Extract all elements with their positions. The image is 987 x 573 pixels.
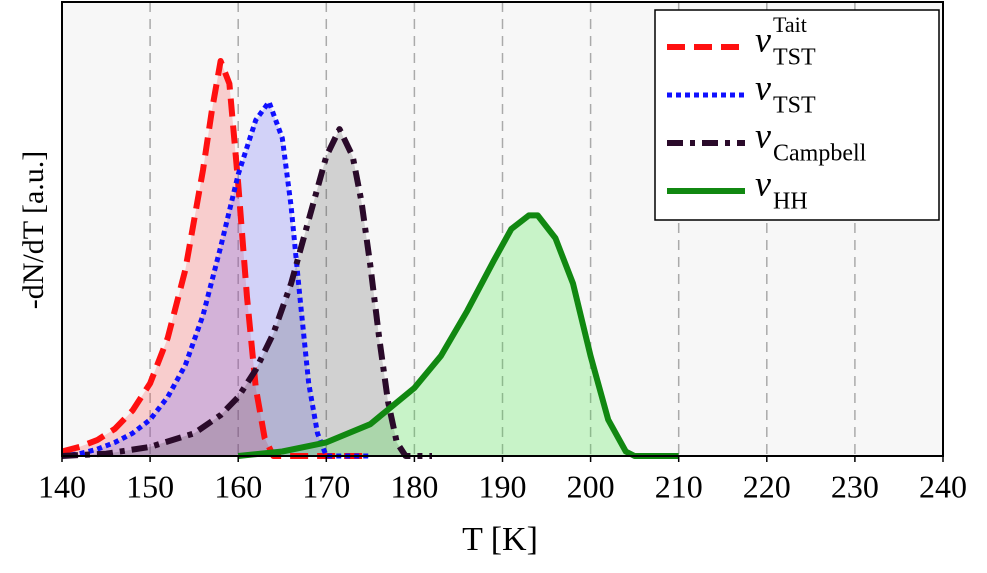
legend-label: ν xyxy=(755,115,771,155)
line xyxy=(237,212,679,459)
line xyxy=(61,58,371,459)
x-tick-label: 160 xyxy=(214,468,262,504)
legend-label: ν xyxy=(755,67,771,107)
x-tick-label: 150 xyxy=(126,468,174,504)
y-axis-label: -dN/dT [a.u.] xyxy=(17,151,50,310)
legend-subscript: Campbell xyxy=(773,141,867,167)
area xyxy=(62,129,433,456)
x-tick-label: 190 xyxy=(479,468,527,504)
legend-label: ν xyxy=(755,19,771,59)
line xyxy=(61,99,371,459)
x-tick-label: 180 xyxy=(390,468,438,504)
x-tick-label: 230 xyxy=(831,468,879,504)
area xyxy=(62,101,371,457)
x-tick-label: 200 xyxy=(567,468,615,504)
legend-superscript: Tait xyxy=(773,12,807,37)
line xyxy=(61,126,432,459)
x-tick-label: 220 xyxy=(743,468,791,504)
x-tick-label: 240 xyxy=(919,468,967,504)
x-axis-label: T [K] xyxy=(462,521,538,558)
legend-subscript: HH xyxy=(773,189,808,215)
legend-subscript: TST xyxy=(773,93,816,119)
x-tick-label: 140 xyxy=(38,468,86,504)
legend-label: ν xyxy=(755,163,771,203)
legend-subscript: TST xyxy=(773,45,816,71)
x-tick-label: 210 xyxy=(655,468,703,504)
x-tick-label: 170 xyxy=(302,468,350,504)
